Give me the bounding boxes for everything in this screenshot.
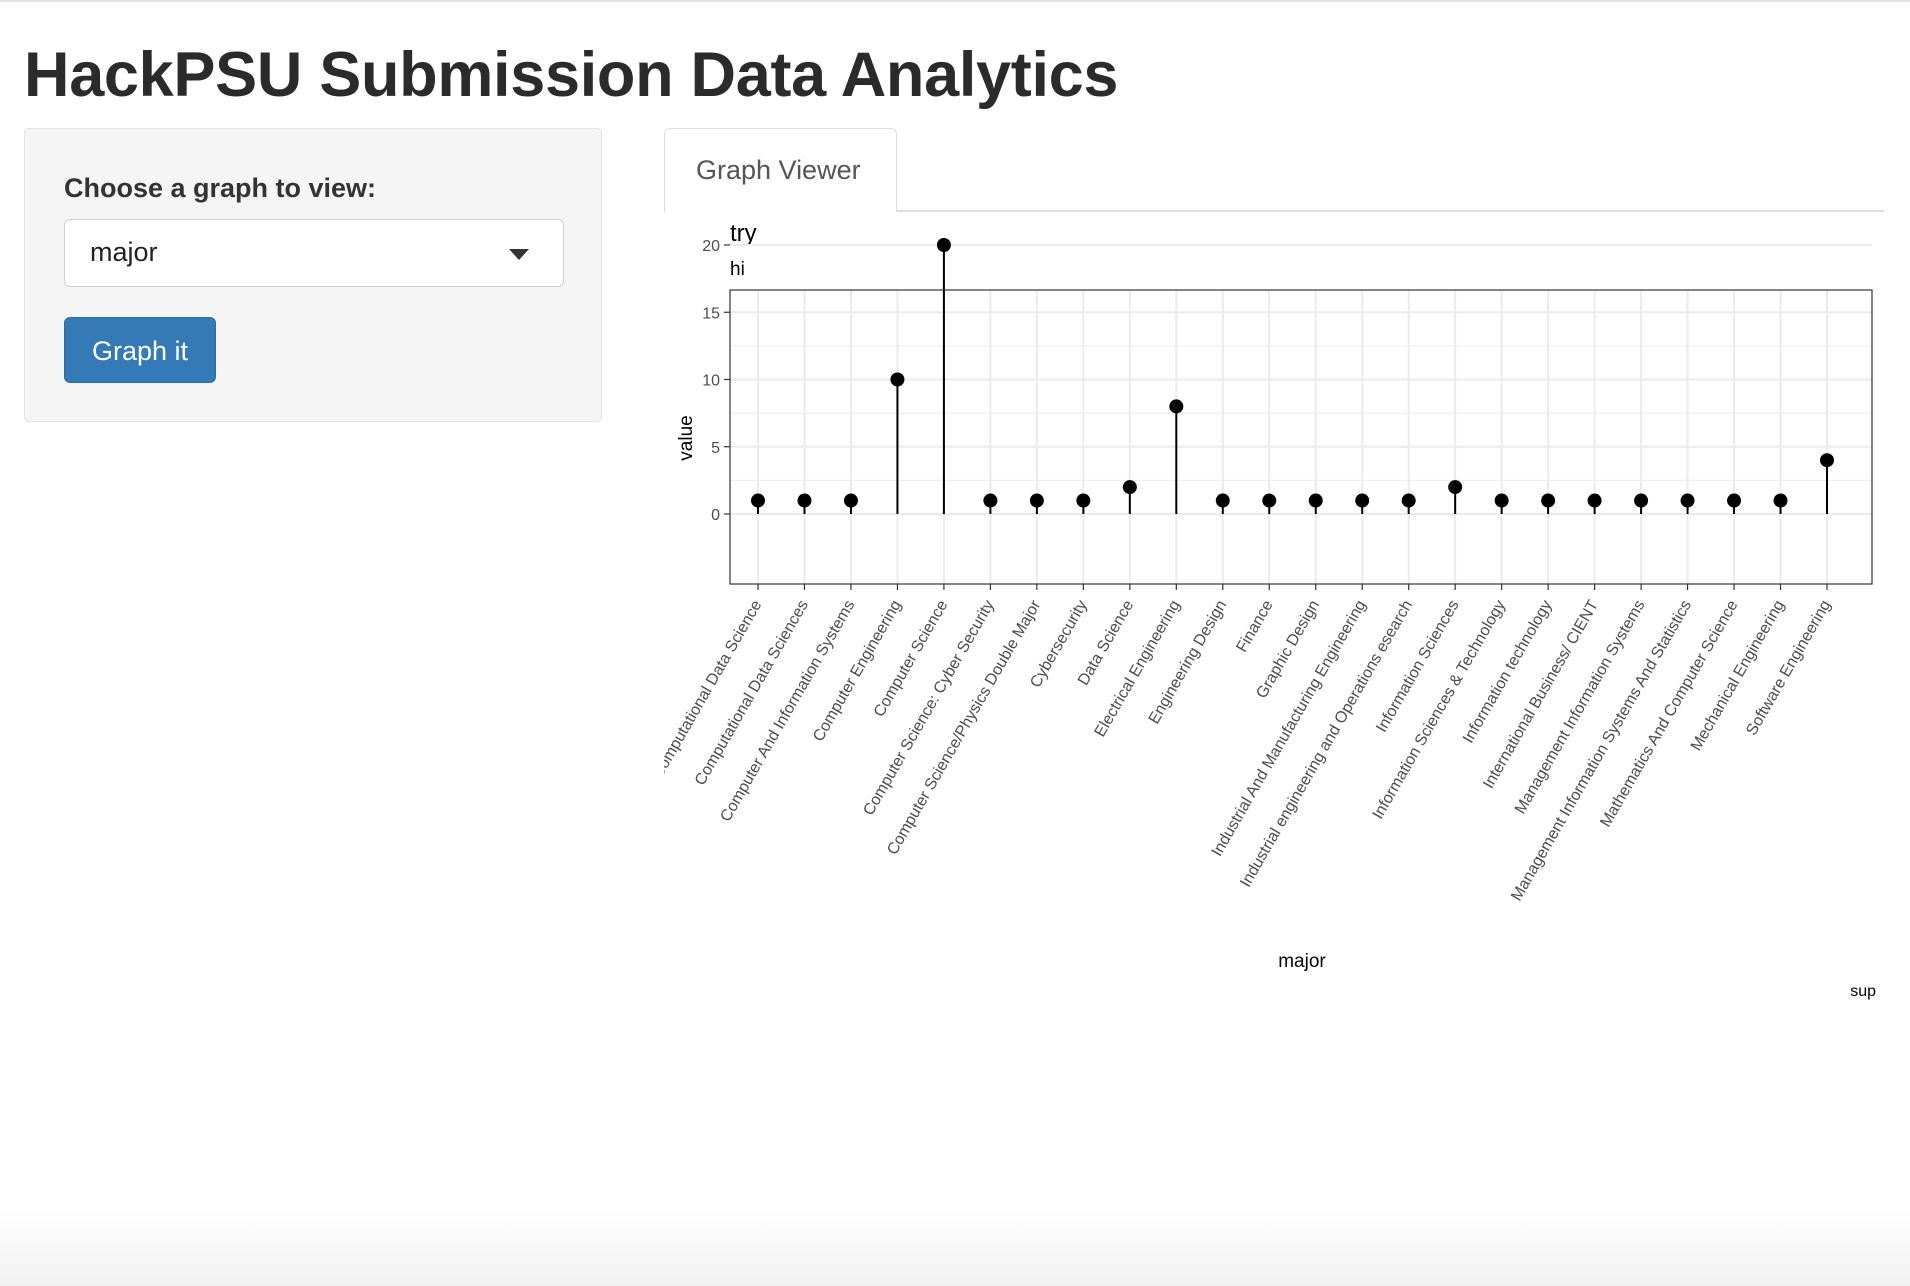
y-tick-label: 10 [702,373,720,390]
x-tick-label: Computer Engineering [810,598,905,745]
y-tick-label: 20 [702,238,720,255]
lollipop-point [1215,493,1230,508]
x-axis-label: major [1278,951,1326,972]
lollipop-point [1634,493,1649,508]
lollipop-point [983,493,998,508]
chevron-down-icon [509,249,529,260]
x-tick-label: Software Engineering [1743,598,1834,739]
plot-border [729,289,1873,585]
plot-panel [730,290,1872,584]
graph-select-label: Choose a graph to view: [64,173,377,203]
lollipop-point [843,493,858,508]
x-tick-label: Information technology [1460,598,1556,747]
lollipop-point [797,493,812,508]
y-tick-label: 15 [702,305,720,322]
lollipop-point [1122,480,1137,495]
graph-select[interactable]: major [64,219,564,287]
y-tick-label: 5 [711,440,720,457]
lollipop-point [1401,493,1416,508]
lollipop-point [1727,493,1742,508]
chart-caption: sup [1850,983,1876,1000]
tab-bar-border [664,210,1884,212]
x-tick-label: Electrical Engineering [1092,598,1184,741]
lollipop-point [1587,493,1602,508]
y-tick-label: 0 [711,507,720,524]
y-axis-label: value [676,415,697,460]
lollipop-point [1308,493,1323,508]
lollipop-point [1494,493,1509,508]
graph-select-value: major [90,237,158,267]
lollipop-point [890,372,905,387]
lollipop-point [1820,453,1834,468]
lollipop-point [1448,480,1463,495]
x-tick-label: Industrial engineering and Operations es… [1237,598,1416,891]
x-tick-label: Information Sciences [1373,598,1462,736]
top-border [0,0,1910,2]
sidebar-panel: Choose a graph to view: major Graph it [24,128,602,422]
page-title: HackPSU Submission Data Analytics [24,40,1119,110]
lollipop-point [1773,493,1788,508]
lollipop-point [1262,493,1277,508]
chart-subtitle: hi [730,259,745,280]
lollipop-point [1680,493,1695,508]
lollipop-point [936,238,951,252]
graph-it-button[interactable]: Graph it [64,317,216,383]
x-tick-label: Finance [1234,597,1277,655]
x-tick-label: Management Information Systems And Stati… [1508,598,1695,905]
lollipop-point [1355,493,1370,508]
tab-graph-viewer-label: Graph Viewer [696,155,861,185]
lollipop-point [1169,399,1184,414]
lollipop-point [751,493,765,508]
lollipop-point [1029,493,1044,508]
chart-title: try [730,220,757,247]
lollipop-point [1076,493,1091,508]
lollipop-point [1541,493,1556,508]
tab-graph-viewer[interactable]: Graph Viewer [664,128,897,212]
x-tick-label: Mechanical Engineering [1688,598,1788,754]
